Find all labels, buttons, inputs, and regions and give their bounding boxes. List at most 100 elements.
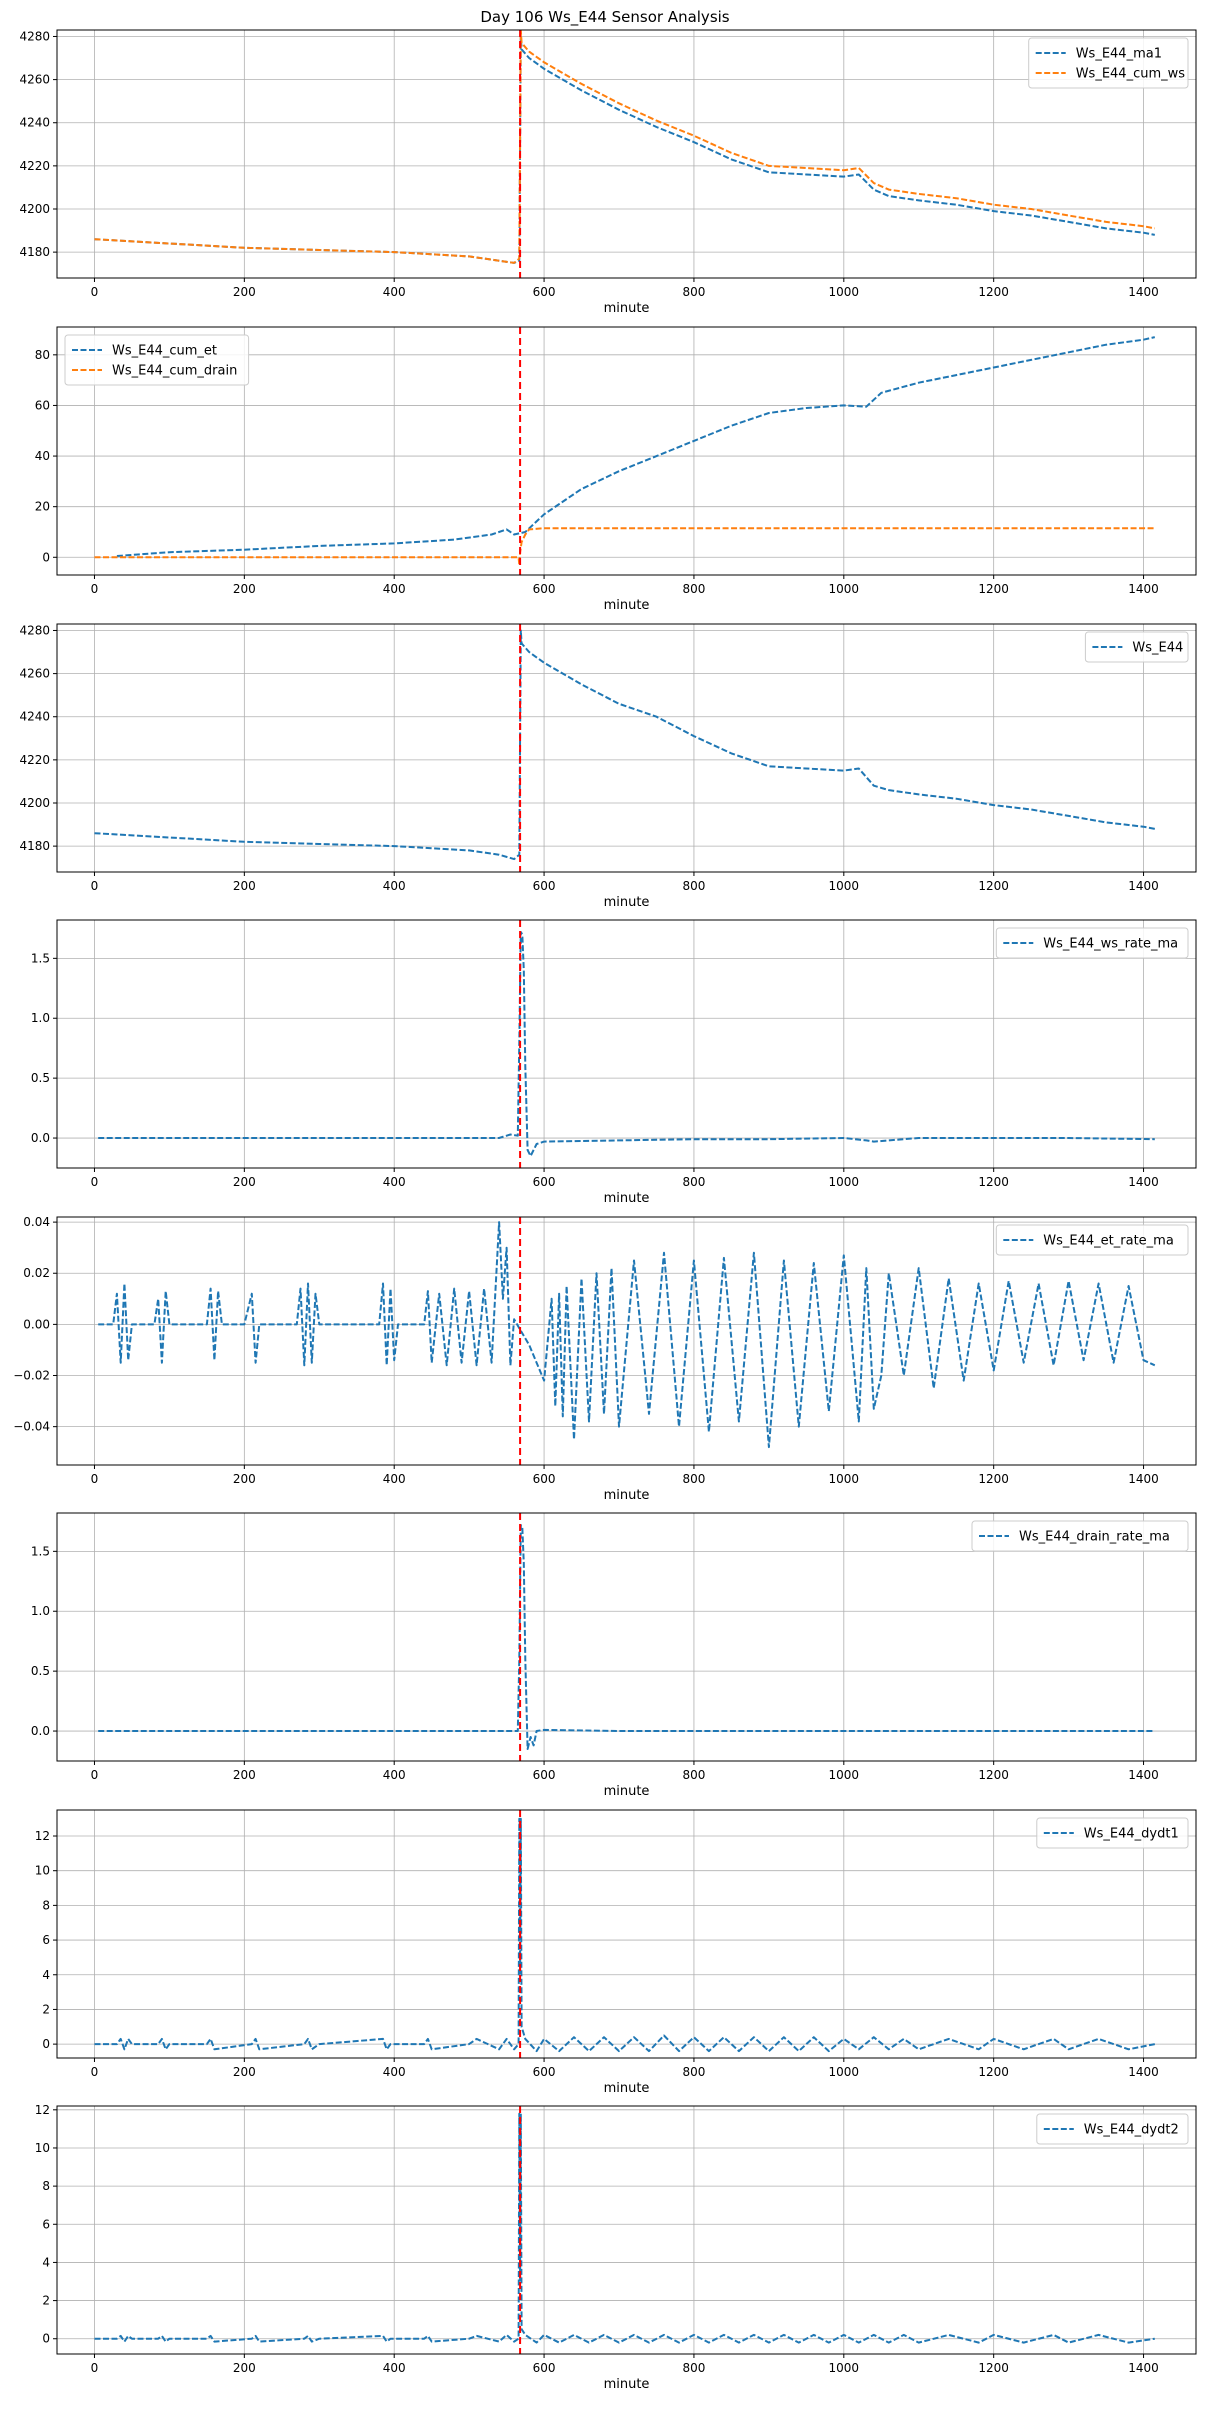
legend-box xyxy=(1084,631,1189,663)
x-tick-label: 800 xyxy=(682,879,705,893)
axes-frame xyxy=(56,29,1197,279)
x-tick-label: 1400 xyxy=(1128,2065,1159,2079)
y-tick-label: 6 xyxy=(42,1933,50,1947)
y-tick-label: 4 xyxy=(42,2255,50,2269)
axes-frame xyxy=(56,1512,1197,1762)
legend-label: Ws_E44_dydt2 xyxy=(1084,2123,1179,2138)
series-line-Ws_E44_ws_rate_ma xyxy=(98,931,1155,1157)
legend-label: Ws_E44_dydt1 xyxy=(1084,1827,1179,1842)
y-tick-label: 0.02 xyxy=(23,1266,50,1280)
x-tick-label: 400 xyxy=(383,1768,406,1782)
y-tick-label: 12 xyxy=(35,2103,50,2117)
series-line-Ws_E44_dydt2 xyxy=(94,2112,1155,2344)
y-tick-label: 8 xyxy=(42,1898,50,1912)
legend: Ws_E44_ws_rate_ma xyxy=(995,927,1189,959)
x-tick-label: 1200 xyxy=(978,2361,1009,2375)
y-tick-label: 10 xyxy=(35,2141,50,2155)
x-tick-label: 600 xyxy=(533,285,556,299)
x-tick-label: 1000 xyxy=(829,1472,860,1486)
y-tick-label: 4260 xyxy=(19,73,50,87)
series-line-Ws_E44_cum_drain xyxy=(94,527,1155,566)
x-tick-label: 200 xyxy=(233,879,256,893)
x-tick-label: 200 xyxy=(233,2361,256,2375)
y-tick-label: 4220 xyxy=(19,159,50,173)
x-tick-label: 200 xyxy=(233,1768,256,1782)
legend-label: Ws_E44_ma1 xyxy=(1076,47,1162,62)
legend-box xyxy=(1036,2113,1189,2145)
y-tick-label: 4280 xyxy=(19,29,50,43)
y-tick-label: 4240 xyxy=(19,710,50,724)
series-line-Ws_E44_drain_rate_ma xyxy=(98,1524,1155,1750)
x-tick-label: 400 xyxy=(383,1175,406,1189)
subplot-5: 0 200 400 600 800 1000 1200 1400 −0.04 −0.02 0.00 0… xyxy=(13,1215,1197,1503)
figure-title: Day 106 Ws_E44 Sensor Analysis xyxy=(480,8,729,27)
series-group xyxy=(94,629,1155,861)
x-tick-label: 1000 xyxy=(829,2361,860,2375)
x-axis-label: minute xyxy=(604,2377,650,2392)
series-group xyxy=(98,931,1155,1157)
legend: Ws_E44_ma1 Ws_E44_cum_ws xyxy=(1028,37,1189,89)
axes-frame xyxy=(56,1809,1197,2059)
x-tick-label: 800 xyxy=(682,2065,705,2079)
x-tick-label: 400 xyxy=(383,285,406,299)
y-tick-label: 6 xyxy=(42,2217,50,2231)
series-line-Ws_E44_cum_et xyxy=(116,336,1156,557)
subplot-8: 0 200 400 600 800 1000 1200 1400 0 2 4 6 8 10 12 minute… xyxy=(35,2103,1197,2392)
y-tick-label: 8 xyxy=(42,2179,50,2193)
x-axis-label: minute xyxy=(604,2081,650,2096)
series-group xyxy=(94,30,1155,264)
y-tick-label: 4180 xyxy=(19,839,50,853)
x-tick-label: 1400 xyxy=(1128,582,1159,596)
x-tick-label: 1400 xyxy=(1128,285,1159,299)
subplot-6: 0 200 400 600 800 1000 1200 1400 0.0 0.5 1.0 1.5 min… xyxy=(31,1512,1197,1799)
x-tick-label: 0 xyxy=(91,1472,99,1486)
x-tick-label: 600 xyxy=(533,1175,556,1189)
legend-box xyxy=(1028,37,1189,89)
y-tick-label: 4200 xyxy=(19,202,50,216)
legend: Ws_E44_dydt1 xyxy=(1036,1817,1189,1849)
legend: Ws_E44_et_rate_ma xyxy=(995,1224,1189,1256)
x-tick-label: 1200 xyxy=(978,1175,1009,1189)
x-axis-label: minute xyxy=(604,598,650,613)
y-tick-label: 0.04 xyxy=(23,1215,50,1229)
series-line-Ws_E44_dydt1 xyxy=(94,1817,1155,2053)
x-tick-label: 200 xyxy=(233,285,256,299)
legend: Ws_E44_cum_et Ws_E44_cum_drain xyxy=(64,334,250,386)
x-axis-label: minute xyxy=(604,1784,650,1799)
y-tick-label: 2 xyxy=(42,2294,50,2308)
series-group xyxy=(98,1221,1156,1449)
series-group xyxy=(94,336,1156,566)
x-tick-label: 1400 xyxy=(1128,1472,1159,1486)
x-tick-label: 1200 xyxy=(978,285,1009,299)
x-tick-label: 800 xyxy=(682,1472,705,1486)
x-tick-label: 0 xyxy=(91,1768,99,1782)
y-tick-label: 0.00 xyxy=(23,1317,50,1331)
y-tick-label: 4260 xyxy=(19,667,50,681)
legend: Ws_E44_drain_rate_ma xyxy=(971,1520,1189,1552)
legend-label: Ws_E44_ws_rate_ma xyxy=(1043,937,1178,952)
y-tick-label: 40 xyxy=(35,449,50,463)
x-tick-label: 1200 xyxy=(978,1768,1009,1782)
x-tick-label: 600 xyxy=(533,1768,556,1782)
y-tick-label: 0.0 xyxy=(31,1724,50,1738)
y-tick-label: 80 xyxy=(35,348,50,362)
x-tick-label: 1000 xyxy=(829,879,860,893)
y-tick-label: 0.5 xyxy=(31,1071,50,1085)
legend-box xyxy=(995,927,1189,959)
axes-frame xyxy=(56,326,1197,576)
series-line-Ws_E44 xyxy=(94,629,1155,861)
x-tick-label: 400 xyxy=(383,2361,406,2375)
x-tick-label: 1000 xyxy=(829,2065,860,2079)
x-axis-label: minute xyxy=(604,1191,650,1206)
y-tick-label: 4 xyxy=(42,1968,50,1982)
legend: Ws_E44_dydt2 xyxy=(1036,2113,1189,2145)
y-tick-label: 2 xyxy=(42,2002,50,2016)
x-tick-label: 0 xyxy=(91,2065,99,2079)
legend-label: Ws_E44_cum_ws xyxy=(1076,67,1186,82)
x-axis-label: minute xyxy=(604,1488,650,1503)
x-tick-label: 0 xyxy=(91,285,99,299)
series-group xyxy=(94,1817,1155,2053)
series-group xyxy=(98,1524,1155,1750)
y-tick-label: 10 xyxy=(35,1864,50,1878)
